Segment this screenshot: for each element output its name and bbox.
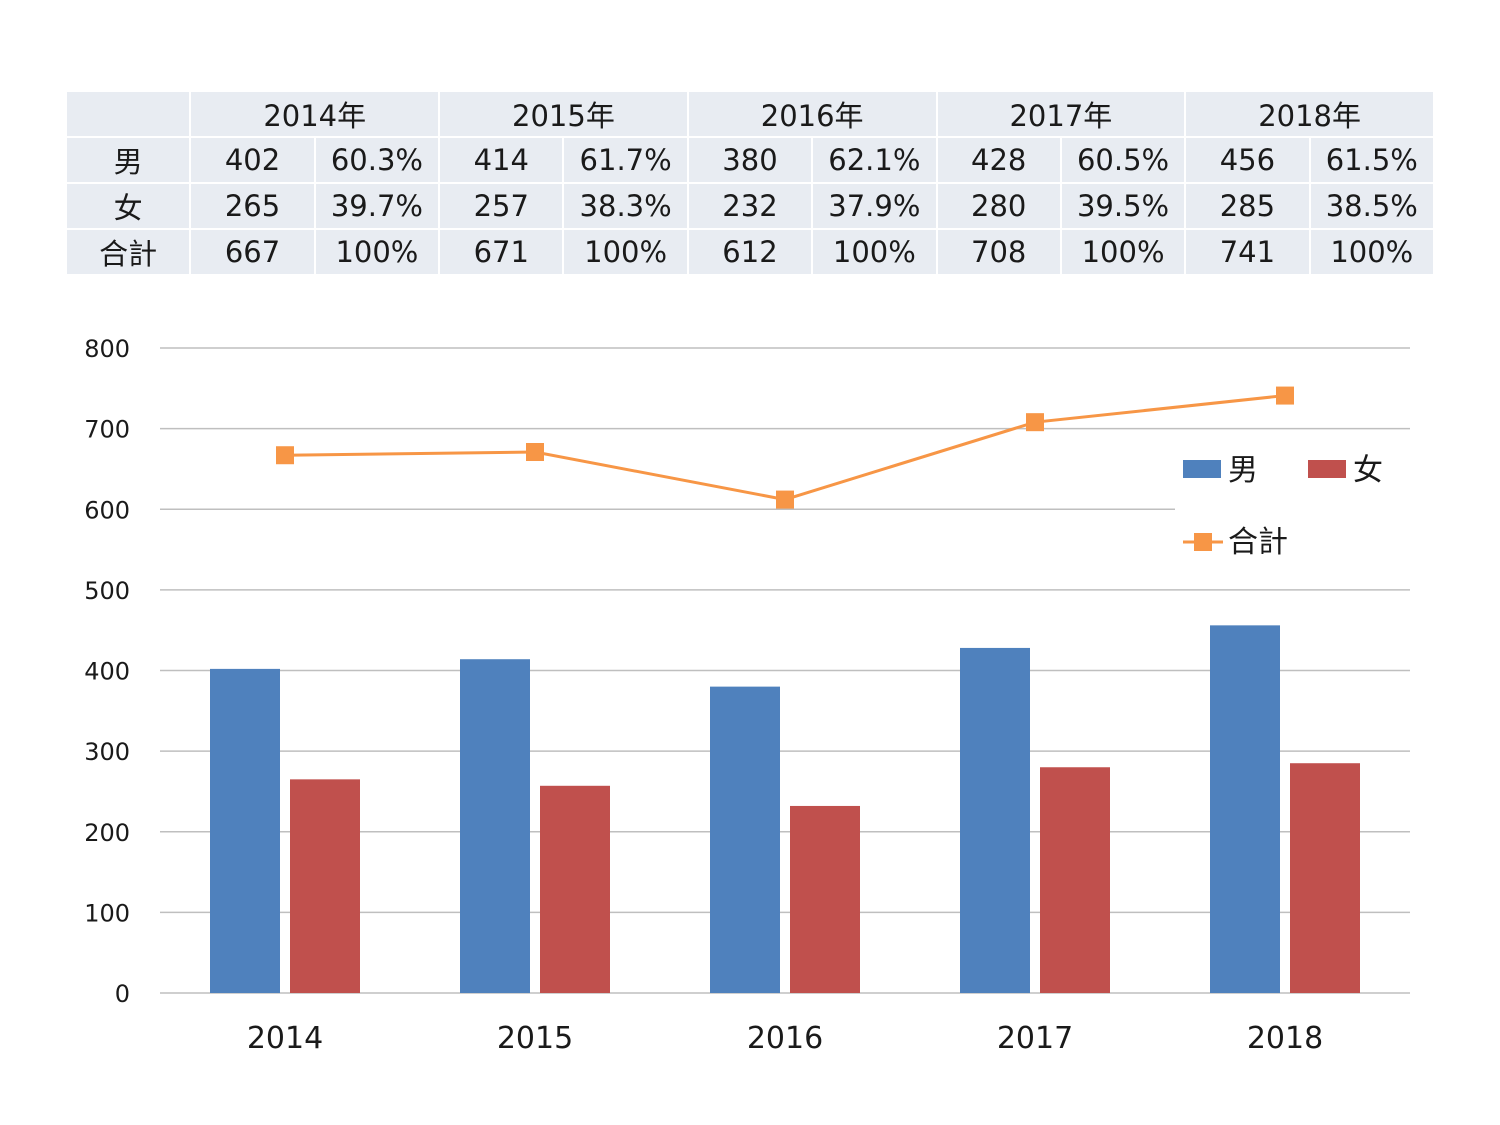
summary-table: 2014年 2015年 2016年 2017年 2018年 男 402 60.3… [65,90,1435,276]
table-header-row: 2014年 2015年 2016年 2017年 2018年 [67,92,1433,136]
y-tick-label: 700 [84,416,130,444]
table-cell: 61.5% [1310,138,1433,182]
table-cell: 38.3% [564,184,687,228]
table-cell: 402 [191,138,314,182]
total-line-marker [526,443,544,462]
table-year-header: 2015年 [440,92,687,136]
legend: 男 女合計 [1183,453,1383,560]
table-cell: 100% [1061,230,1185,274]
bar-male [460,659,530,993]
table-year-header: 2014年 [191,92,439,136]
total-line-marker [1276,386,1294,405]
bar-male [1210,625,1280,993]
table-cell: 39.7% [315,184,439,228]
table-cell: 280 [937,184,1060,228]
y-tick-label: 200 [84,819,130,847]
bar-female [540,785,610,993]
bar-male [960,647,1030,993]
x-axis-ticks: 2014 2015 2016 2017 2018 [247,1021,1323,1056]
table-year-header: 2018年 [1186,92,1433,136]
x-tick-label: 2015 [497,1021,573,1056]
table-cell: 39.5% [1061,184,1185,228]
table-corner-cell [67,92,190,136]
x-tick-label: 2018 [1247,1021,1323,1056]
table-cell: 257 [440,184,563,228]
table-cell: 61.7% [564,138,687,182]
legend-swatch [1183,460,1221,478]
table-cell: 428 [937,138,1060,182]
x-tick-label: 2014 [247,1021,323,1056]
total-line-marker [1026,413,1044,432]
table-cell: 708 [937,230,1060,274]
y-axis-ticks: 0 100 200 300 400 500 600 700 800 [84,335,130,1008]
table-cell: 100% [315,230,439,274]
row-label: 男 [67,138,190,182]
table-cell: 60.5% [1061,138,1185,182]
total-line-marker [276,446,294,465]
table-cell: 265 [191,184,314,228]
table-cell: 38.5% [1310,184,1433,228]
table-row-male: 男 402 60.3% 414 61.7% 380 62.1% 428 60.5… [67,138,1433,182]
bar-female [290,779,360,993]
table-cell: 612 [688,230,812,274]
table-cell: 667 [191,230,314,274]
y-tick-label: 400 [84,658,130,686]
total-line [276,386,1294,509]
legend-label: 合計 [1228,525,1288,560]
table-row-female: 女 265 39.7% 257 38.3% 232 37.9% 280 39.5… [67,184,1433,228]
bar-female [1040,767,1110,993]
table-cell: 285 [1186,184,1309,228]
table-cell: 100% [1310,230,1433,274]
table-row-total: 合計 667 100% 671 100% 612 100% 708 100% 7… [67,230,1433,274]
table-cell: 100% [564,230,687,274]
table-cell: 380 [688,138,812,182]
table-cell: 60.3% [315,138,439,182]
total-line-path [284,394,1286,502]
x-tick-label: 2017 [997,1021,1073,1056]
table-cell: 414 [440,138,563,182]
row-label: 女 [67,184,190,228]
table-year-header: 2017年 [937,92,1185,136]
y-tick-label: 0 [115,980,130,1008]
legend-label: 男 [1228,453,1258,488]
gridlines [160,347,1410,994]
legend-swatch-marker [1194,533,1212,551]
table-cell: 232 [688,184,812,228]
total-line-marker [776,490,794,509]
y-tick-label: 100 [84,899,130,927]
x-tick-label: 2016 [747,1021,823,1056]
table-cell: 671 [440,230,563,274]
table-cell: 100% [813,230,936,274]
bar-female [1290,763,1360,993]
bar-male [710,686,780,993]
bar-female [790,805,860,993]
legend-swatch [1308,460,1346,478]
y-tick-label: 800 [84,335,130,363]
table-cell: 62.1% [813,138,936,182]
y-tick-label: 600 [84,496,130,524]
table-cell: 456 [1186,138,1309,182]
bar-male [210,668,280,993]
y-tick-label: 500 [84,577,130,605]
legend-label: 女 [1353,453,1383,488]
row-label: 合計 [67,230,190,274]
table-cell: 741 [1186,230,1309,274]
y-tick-label: 300 [84,738,130,766]
bars [210,625,1360,993]
table-year-header: 2016年 [688,92,936,136]
table-cell: 37.9% [813,184,936,228]
